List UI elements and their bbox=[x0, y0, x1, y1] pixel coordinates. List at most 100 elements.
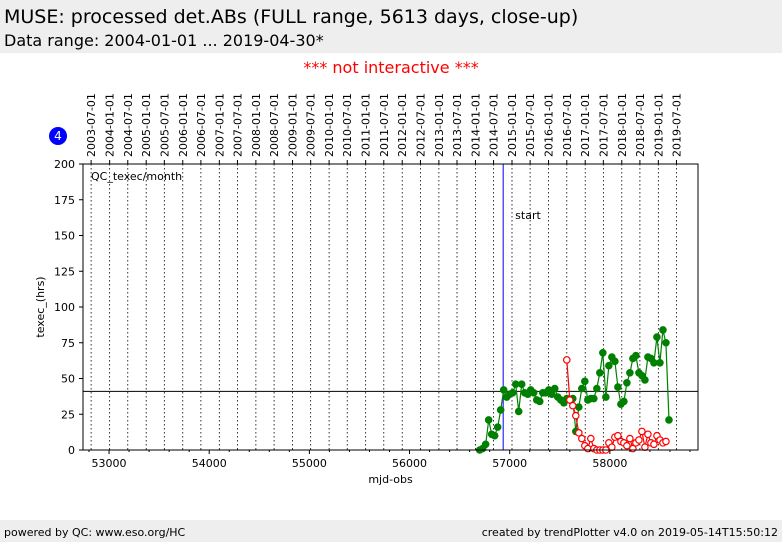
footer-credit: powered by QC: www.eso.org/HC bbox=[4, 526, 186, 539]
axis-layer: 2003-07-01 2004-01-01 2004-07-01 2005-01-01… bbox=[54, 93, 691, 470]
green-series-point bbox=[547, 390, 556, 399]
green-series-point bbox=[508, 388, 517, 397]
top-date-label: 2006-07-01 bbox=[195, 93, 208, 157]
green-series-point bbox=[578, 384, 586, 393]
y-tick-label: 200 bbox=[54, 158, 75, 171]
red-series-point bbox=[641, 443, 649, 451]
red-series-point bbox=[644, 430, 652, 439]
panel-badge bbox=[49, 127, 67, 145]
green-series-point bbox=[602, 393, 610, 401]
y-tick-label: 0 bbox=[68, 444, 75, 457]
red-series-point bbox=[662, 437, 670, 446]
red-series-point bbox=[572, 411, 580, 420]
date-gridlines bbox=[90, 164, 677, 450]
top-date-label: 2008-01-01 bbox=[250, 93, 263, 157]
green-series-point bbox=[659, 326, 667, 334]
top-date-label: 2012-07-01 bbox=[414, 93, 427, 157]
not-interactive-notice: *** not interactive *** bbox=[303, 58, 479, 77]
green-series-point bbox=[626, 368, 634, 377]
top-date-label: 2013-01-01 bbox=[433, 93, 446, 157]
top-date-label: 2015-01-01 bbox=[506, 93, 519, 157]
green-series-point bbox=[593, 384, 601, 393]
top-date-label: 2010-07-01 bbox=[341, 93, 354, 157]
top-date-label: 2005-01-01 bbox=[140, 93, 153, 157]
green-series-point bbox=[632, 351, 640, 360]
footer-created: created by trendPlotter v4.0 on 2019-05-… bbox=[481, 526, 778, 539]
top-date-label: 2006-01-01 bbox=[177, 93, 190, 157]
top-date-label: 2014-07-01 bbox=[488, 93, 501, 157]
red-series-point bbox=[638, 427, 646, 436]
green-series-point bbox=[656, 358, 664, 367]
y-tick-label: 75 bbox=[61, 337, 75, 350]
panel-badge-number: 4 bbox=[54, 129, 62, 143]
top-date-label: 2004-01-01 bbox=[104, 93, 117, 157]
red-series-point bbox=[614, 431, 622, 440]
green-series-point bbox=[499, 386, 508, 394]
top-date-label: 2016-07-01 bbox=[561, 93, 574, 157]
red-series-point bbox=[575, 429, 583, 437]
green-series-point bbox=[641, 376, 649, 384]
green-series-point bbox=[611, 357, 619, 366]
green-series-point bbox=[529, 388, 538, 397]
series-layer bbox=[475, 326, 673, 454]
green-series-point bbox=[535, 397, 544, 406]
top-date-label: 2009-01-01 bbox=[287, 93, 300, 157]
green-series-point bbox=[623, 378, 631, 387]
red-series-point bbox=[635, 436, 643, 444]
y-tick-label: 50 bbox=[61, 373, 75, 386]
data-range-subtitle: Data range: 2004-01-01 ... 2019-04-30* bbox=[4, 31, 324, 50]
green-series-point bbox=[590, 394, 598, 403]
top-date-label: 2016-01-01 bbox=[543, 93, 556, 157]
reference-layer bbox=[83, 164, 698, 450]
y-tick-label: 150 bbox=[54, 230, 75, 243]
top-date-label: 2012-01-01 bbox=[396, 93, 409, 157]
green-series-point bbox=[514, 407, 523, 416]
marker-label: start bbox=[515, 209, 541, 222]
green-series-point bbox=[599, 348, 607, 357]
panel-label: QC_texec/month bbox=[91, 170, 182, 183]
x-tick-label: 55000 bbox=[292, 457, 327, 470]
green-series-point bbox=[484, 416, 493, 424]
top-date-label: 2019-07-01 bbox=[670, 93, 683, 157]
red-series-point bbox=[626, 434, 634, 443]
top-date-label: 2015-07-01 bbox=[524, 93, 537, 157]
top-date-label: 2003-07-01 bbox=[85, 93, 98, 157]
top-date-label: 2011-07-01 bbox=[378, 93, 391, 157]
top-date-label: 2014-01-01 bbox=[469, 93, 482, 157]
x-tick-label: 54000 bbox=[192, 457, 227, 470]
red-series-point bbox=[578, 434, 586, 443]
plot-frame bbox=[82, 163, 699, 451]
red-series-point bbox=[587, 434, 595, 443]
top-date-label: 2010-01-01 bbox=[323, 93, 336, 157]
y-tick-label: 125 bbox=[54, 265, 75, 278]
top-date-label: 2013-07-01 bbox=[451, 93, 464, 157]
top-date-label: 2005-07-01 bbox=[158, 93, 171, 157]
y-tick-label: 100 bbox=[54, 301, 75, 314]
green-series-point bbox=[665, 416, 673, 424]
y-tick-label: 25 bbox=[61, 408, 75, 421]
y-tick-label: 175 bbox=[54, 194, 75, 207]
top-date-label: 2017-07-01 bbox=[597, 93, 610, 157]
green-series-point bbox=[493, 423, 502, 431]
x-axis-label: mjd-obs bbox=[368, 473, 413, 486]
red-series-point bbox=[650, 440, 658, 449]
red-series-point bbox=[623, 441, 631, 450]
green-series-point bbox=[575, 403, 583, 411]
x-tick-label: 57000 bbox=[492, 457, 527, 470]
top-date-label: 2004-07-01 bbox=[122, 93, 135, 157]
y-axis-label: texec_(hrs) bbox=[34, 276, 47, 337]
green-series-point bbox=[496, 406, 505, 414]
x-tick-label: 58000 bbox=[592, 457, 627, 470]
green-series-point bbox=[490, 431, 499, 440]
x-tick-label: 53000 bbox=[92, 457, 127, 470]
green-series-point bbox=[481, 440, 490, 449]
red-series-point bbox=[565, 396, 574, 404]
page-title: MUSE: processed det.ABs (FULL range, 561… bbox=[4, 6, 579, 28]
green-series-point bbox=[662, 338, 670, 347]
green-series-point bbox=[620, 397, 628, 406]
red-series-point bbox=[562, 356, 571, 364]
top-date-label: 2007-01-01 bbox=[213, 93, 226, 157]
top-date-label: 2007-07-01 bbox=[231, 93, 244, 157]
top-date-label: 2011-01-01 bbox=[360, 93, 373, 157]
